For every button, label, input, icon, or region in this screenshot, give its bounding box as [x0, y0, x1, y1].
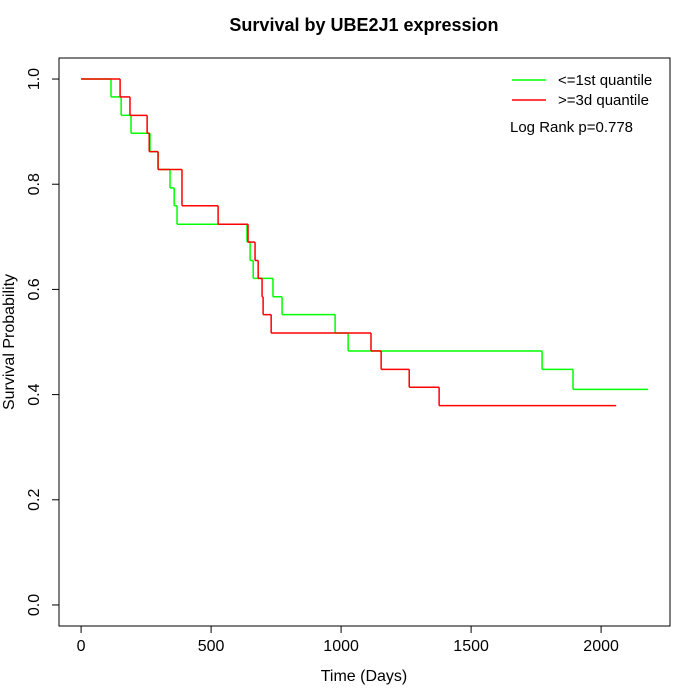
annotation: Log Rank p=0.778 [510, 119, 633, 136]
x-tick-label: 1000 [323, 638, 359, 655]
y-tick-label: 1.0 [26, 68, 43, 90]
x-tick-label: 2000 [583, 638, 619, 655]
x-tick-label: 500 [198, 638, 225, 655]
chart-title: Survival by UBE2J1 expression [229, 15, 498, 35]
x-tick-label: 1500 [453, 638, 489, 655]
y-tick-label: 0.2 [26, 489, 43, 511]
y-tick-label: 0.4 [26, 383, 43, 405]
y-axis-label: Survival Probability [1, 274, 18, 410]
x-axis-label: Time (Days) [321, 668, 408, 685]
legend-label: <=1st quantile [558, 72, 652, 89]
y-tick-label: 0.8 [26, 173, 43, 195]
x-tick-label: 0 [77, 638, 86, 655]
plot-frame [58, 57, 671, 627]
y-tick-label: 0.6 [26, 278, 43, 300]
y-tick-label: 0.0 [26, 594, 43, 616]
legend-label: >=3d quantile [558, 92, 649, 109]
